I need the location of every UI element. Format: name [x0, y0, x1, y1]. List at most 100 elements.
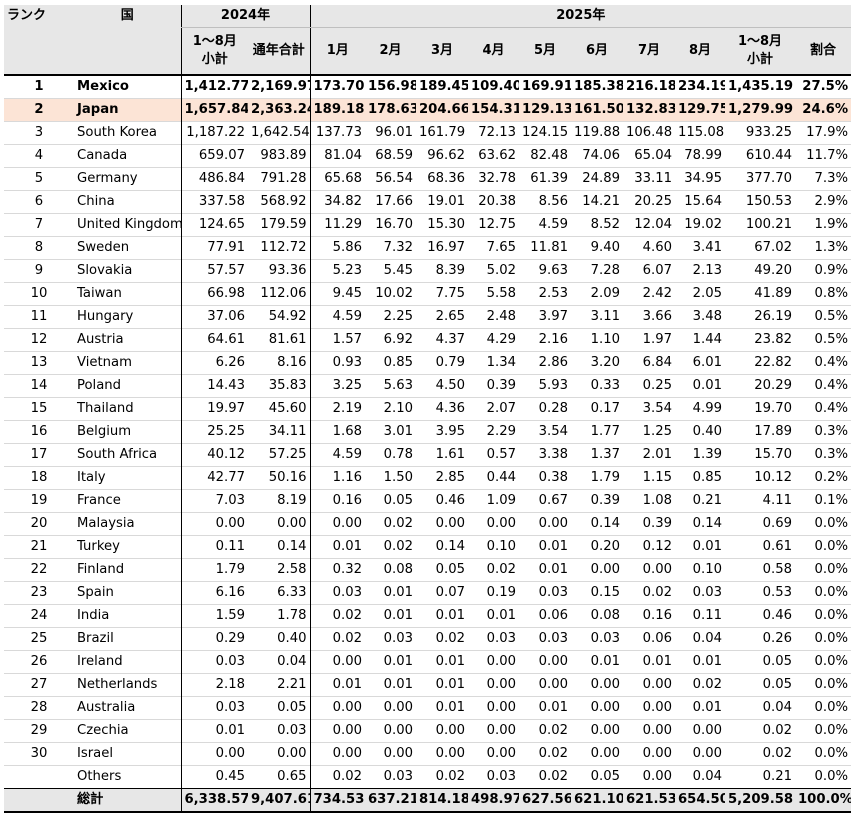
- month-1-cell: 5.86: [309, 236, 365, 260]
- month-2-cell: 0.00: [383, 723, 413, 738]
- subtotal-2024-cell: 2.18: [180, 673, 248, 697]
- header-month-2: 2月: [365, 27, 416, 75]
- rank-cell: 29: [30, 723, 48, 738]
- header-month-8: 8月: [675, 27, 725, 75]
- month-6-cell: 0.00: [590, 700, 620, 715]
- subtotal-2024-cell: 1,657.84: [180, 98, 248, 122]
- subtotal-2025-cell: 610.44: [745, 148, 792, 163]
- month-1-cell: 0.02: [309, 627, 365, 651]
- annual-2024-cell: 0.14: [277, 539, 307, 554]
- month-6-cell: 0.05: [590, 769, 620, 784]
- month-8-cell: 0.11: [692, 608, 722, 623]
- month-8-cell: 115.08: [678, 125, 725, 140]
- share-cell: 0.5%: [814, 309, 849, 324]
- month-6-cell: 3.11: [590, 309, 620, 324]
- month-5-cell: 0.02: [538, 723, 568, 738]
- total-label: 総計: [74, 788, 181, 813]
- month-2-cell: 156.98: [368, 79, 416, 94]
- country-cell: China: [77, 194, 115, 209]
- month-6-cell: 0.00: [590, 746, 620, 761]
- month-1-cell: 0.02: [309, 765, 365, 789]
- header-subtotal-line2: 小計: [201, 52, 228, 67]
- subtotal-2024-cell: 486.84: [180, 167, 248, 191]
- month-3-cell: 0.00: [435, 516, 465, 531]
- month-1-cell: 5.23: [309, 259, 365, 283]
- table-row: 14 Poland 14.43 35.83 3.25 5.63 4.50 0.39 5.93 0.…: [4, 374, 852, 398]
- month-5-cell: 3.54: [538, 424, 568, 439]
- share-cell: 0.1%: [814, 493, 849, 508]
- country-cell: Taiwan: [77, 286, 122, 301]
- country-cell: Ireland: [77, 654, 123, 669]
- month-4-cell: 0.02: [486, 562, 516, 577]
- header-country: 国: [74, 5, 181, 75]
- month-5-cell: 2.53: [538, 286, 568, 301]
- month-4-cell: 0.00: [486, 746, 516, 761]
- month-8-cell: 19.02: [684, 217, 722, 232]
- total-month-3: 814.18: [416, 788, 468, 813]
- month-3-cell: 16.97: [427, 240, 465, 255]
- month-4-cell: 2.48: [486, 309, 516, 324]
- month-1-cell: 0.00: [309, 696, 365, 720]
- month-4-cell: 0.01: [486, 608, 516, 623]
- subtotal-2025-cell: 15.70: [754, 447, 792, 462]
- month-8-cell: 0.03: [692, 585, 722, 600]
- subtotal-2025-cell: 0.02: [762, 723, 792, 738]
- total-rank-cell: [4, 788, 74, 813]
- month-3-cell: 0.01: [435, 700, 465, 715]
- annual-2024-cell: 0.40: [277, 631, 307, 646]
- country-cell: Slovakia: [77, 263, 133, 278]
- header-2025-subtotal: 1～8月 小計: [725, 27, 795, 75]
- month-2-cell: 0.08: [383, 562, 413, 577]
- month-2-cell: 7.32: [383, 240, 413, 255]
- month-7-cell: 33.11: [634, 171, 672, 186]
- annual-2024-cell: 2.58: [277, 562, 307, 577]
- month-6-cell: 1.37: [590, 447, 620, 462]
- share-cell: 1.3%: [814, 240, 849, 255]
- table-row: 3 South Korea 1,187.22 1,642.54 137.73 96.01 1…: [4, 121, 852, 145]
- month-3-cell: 15.30: [427, 217, 465, 232]
- table-row: 1 Mexico 1,412.77 2,169.97 173.70 156.98 189.4…: [4, 75, 852, 99]
- month-7-cell: 0.00: [642, 769, 672, 784]
- month-4-cell: 0.00: [486, 516, 516, 531]
- month-2-cell: 2.25: [383, 309, 413, 324]
- month-5-cell: 5.93: [538, 378, 568, 393]
- header-rank: ランク: [4, 5, 74, 75]
- share-cell: 0.2%: [814, 470, 849, 485]
- month-7-cell: 6.07: [642, 263, 672, 278]
- share-cell: 0.0%: [814, 654, 849, 669]
- rank-cell: 15: [30, 401, 48, 416]
- month-3-cell: 161.79: [419, 125, 466, 140]
- subtotal-2024-cell: 57.57: [180, 259, 248, 283]
- country-cell: Malaysia: [77, 516, 135, 531]
- month-2-cell: 17.66: [375, 194, 413, 209]
- month-7-cell: 0.00: [642, 677, 672, 692]
- total-month-6: 621.10: [571, 788, 623, 813]
- rank-cell: 27: [30, 677, 48, 692]
- share-cell: 0.0%: [814, 723, 849, 738]
- month-4-cell: 2.07: [486, 401, 516, 416]
- month-3-cell: 8.39: [435, 263, 465, 278]
- month-1-cell: 1.16: [309, 466, 365, 490]
- total-month-7: 621.53: [623, 788, 675, 813]
- annual-2024-cell: 45.60: [268, 401, 307, 416]
- month-7-cell: 1.08: [642, 493, 672, 508]
- country-cell: Vietnam: [77, 355, 132, 370]
- subtotal-2024-cell: 14.43: [180, 374, 248, 398]
- total-month-5: 627.56: [519, 788, 571, 813]
- month-4-cell: 7.65: [486, 240, 516, 255]
- rank-cell: 14: [30, 378, 48, 393]
- month-7-cell: 0.12: [642, 539, 672, 554]
- header-share: 割合: [795, 27, 852, 75]
- subtotal-2024-cell: 0.11: [180, 535, 248, 559]
- month-8-cell: 1.39: [692, 447, 722, 462]
- month-5-cell: 2.16: [538, 332, 568, 347]
- month-8-cell: 0.40: [692, 424, 722, 439]
- subtotal-2025-cell: 1,435.19: [728, 79, 794, 94]
- month-2-cell: 96.01: [375, 125, 413, 140]
- month-3-cell: 0.02: [435, 631, 465, 646]
- month-1-cell: 0.16: [309, 489, 365, 513]
- subtotal-2025-cell: 0.05: [762, 654, 792, 669]
- header-subtotal-line1: 1～8月: [737, 34, 783, 49]
- country-cell: Finland: [77, 562, 125, 577]
- country-cell: Germany: [77, 171, 138, 186]
